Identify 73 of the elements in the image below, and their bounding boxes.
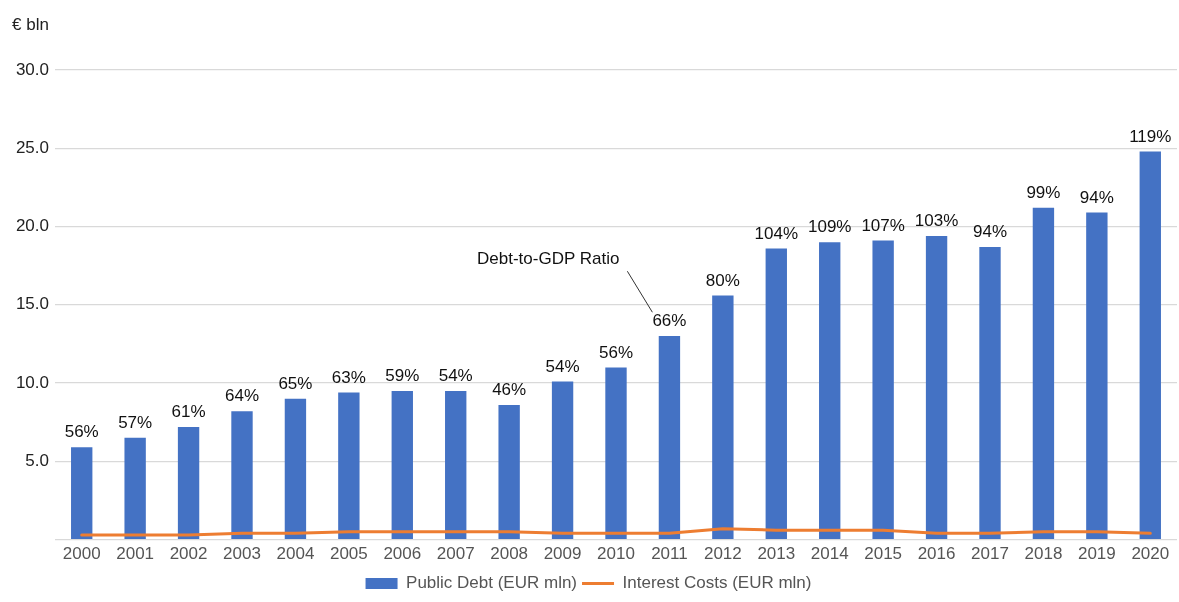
bar	[231, 411, 253, 539]
y-tick-label: 10.0	[15, 372, 49, 392]
x-tick-label: 2013	[757, 544, 796, 564]
x-tick-label: 2017	[971, 544, 1009, 564]
x-tick-label: 2002	[169, 544, 208, 564]
x-tick-label: 2001	[116, 544, 155, 564]
x-tick-label: 2016	[917, 544, 956, 564]
annotation: 80%	[705, 270, 740, 290]
annotation: 54%	[438, 366, 473, 386]
bar	[498, 404, 520, 539]
annotation: 59%	[385, 366, 420, 386]
x-tick-label: 2007	[436, 544, 475, 564]
x-tick-label: 2006	[383, 544, 422, 564]
bar	[925, 235, 948, 539]
bar	[765, 248, 787, 539]
annotation: 63%	[331, 367, 366, 387]
bar	[177, 426, 200, 539]
legend-label: Public Debt (EUR mln)	[406, 573, 578, 593]
annotation: 109%	[807, 217, 852, 237]
x-tick-label: 2019	[1077, 544, 1116, 564]
bar	[979, 246, 1001, 539]
bar	[551, 381, 574, 539]
x-tick-label: 2018	[1024, 544, 1063, 564]
annotation: 104%	[754, 223, 799, 243]
annotation: 66%	[652, 311, 687, 331]
annotation: Debt-to-GDP Ratio	[477, 248, 620, 268]
legend-label: Interest Costs (EUR mln)	[622, 573, 812, 593]
bar	[712, 295, 734, 539]
annotation: 119%	[1129, 126, 1172, 146]
annotation: 61%	[171, 402, 206, 422]
bar	[1139, 151, 1161, 539]
annotation: 94%	[1079, 187, 1114, 207]
bar	[445, 390, 467, 539]
bar	[391, 390, 413, 539]
annotation: 103%	[914, 211, 959, 231]
annotation: 54%	[545, 356, 580, 376]
x-tick-label: 2000	[62, 544, 101, 564]
bar	[872, 240, 894, 539]
bar	[124, 437, 146, 539]
annotation: 107%	[861, 215, 905, 235]
y-axis-title: € bln	[12, 14, 49, 34]
x-tick-label: 2020	[1131, 544, 1170, 564]
x-tick-label: 2012	[703, 544, 742, 564]
bar	[338, 392, 360, 539]
bar	[819, 242, 841, 539]
x-tick-label: 2003	[223, 544, 261, 564]
annotation: 99%	[1026, 182, 1061, 202]
annotation: 46%	[492, 380, 527, 400]
bar	[71, 447, 93, 539]
annotation: 57%	[118, 413, 153, 433]
y-tick-label: 30.0	[15, 59, 49, 79]
bar	[1086, 212, 1108, 539]
y-tick-label: 25.0	[15, 137, 49, 157]
annotation: 64%	[224, 386, 260, 406]
bar	[605, 367, 627, 539]
bar	[658, 336, 681, 539]
annotation: 56%	[598, 342, 634, 362]
bar	[284, 398, 307, 539]
y-tick-label: 20.0	[15, 216, 49, 236]
y-tick-label: 5.0	[25, 451, 49, 471]
x-tick-label: 2015	[864, 544, 903, 564]
annotation: 56%	[64, 422, 99, 442]
x-tick-label: 2011	[651, 544, 688, 564]
x-tick-label: 2005	[329, 544, 368, 564]
x-tick-label: 2008	[490, 544, 529, 564]
x-tick-label: 2004	[276, 544, 315, 564]
bar	[1032, 207, 1055, 539]
annotation: 94%	[972, 222, 1008, 242]
x-tick-label: 2009	[543, 544, 582, 564]
annotation: 65%	[278, 373, 313, 393]
y-tick-label: 15.0	[15, 294, 49, 314]
x-tick-label: 2010	[597, 544, 635, 564]
x-tick-label: 2014	[810, 544, 849, 564]
